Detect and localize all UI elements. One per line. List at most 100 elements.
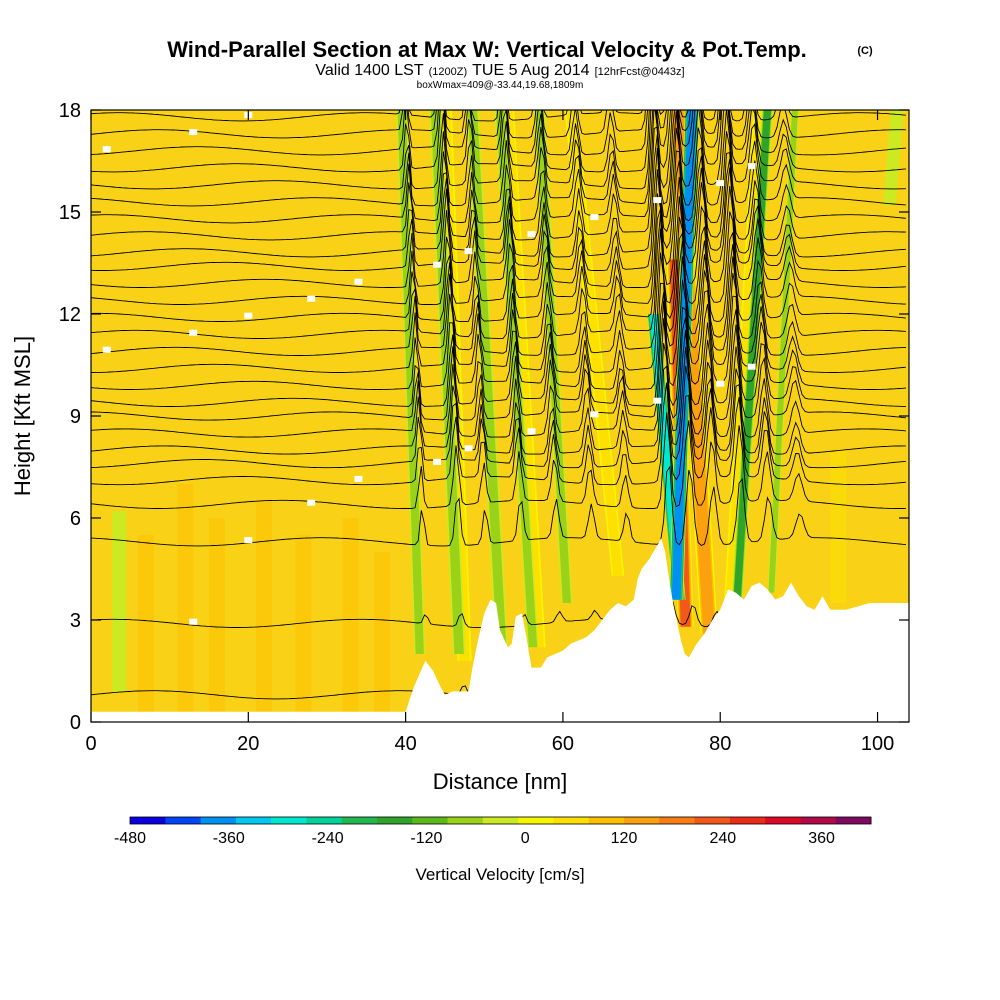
downdraft-band <box>114 511 125 692</box>
theta-contour-line <box>91 169 906 288</box>
y-tick-label: 9 <box>70 406 81 428</box>
theta-contour-line <box>91 110 906 173</box>
y-tick-label: 12 <box>59 304 81 326</box>
contour-label-box <box>244 537 253 544</box>
box-wmax-info: boxWmax=409@-33.44,19.68,1809m <box>417 80 584 91</box>
weak-updraft-streak <box>208 518 225 712</box>
contour-label-box <box>527 231 536 238</box>
colorbar-tick-label: 120 <box>611 830 638 847</box>
theta-contour-line <box>91 252 906 373</box>
colorbar-swatch <box>659 817 696 824</box>
x-tick-label: 80 <box>709 733 731 755</box>
colorbar-swatch <box>482 817 519 824</box>
theta-contour-line <box>91 228 906 356</box>
chart-title: Wind-Parallel Section at Max W: Vertical… <box>167 37 807 62</box>
x-tick-label: 60 <box>552 733 574 755</box>
theta-contour-line <box>91 300 906 421</box>
contour-label-box <box>527 428 536 435</box>
valid-main: Valid 1400 LST <box>315 62 423 79</box>
valid-fcst: [12hrFcst@0443z] <box>595 66 685 78</box>
colorbar-swatch <box>694 817 731 824</box>
x-tick-label: 40 <box>394 733 416 755</box>
colorbar-tick-label: 240 <box>709 830 736 847</box>
contour-label-box <box>307 499 316 506</box>
theta-contour-line <box>91 126 906 241</box>
contour-label-box <box>716 380 725 387</box>
weak-updraft-streak <box>830 450 847 603</box>
colorbar-label: Vertical Velocity [cm/s] <box>415 865 584 884</box>
x-tick-label: 20 <box>237 733 259 755</box>
contour-label-box <box>189 329 198 336</box>
y-axis: 0 3 6 9 12 15 18 <box>59 100 909 734</box>
colorbar-swatch <box>235 817 272 824</box>
contour-label-box <box>433 458 442 465</box>
valid-date: TUE 5 Aug 2014 <box>472 62 590 79</box>
colorbar-swatch <box>341 817 378 824</box>
weak-updraft-streak <box>256 501 273 712</box>
downdraft-band <box>397 110 424 654</box>
x-tick-label: 100 <box>861 733 894 755</box>
weak-updraft-streak <box>374 552 391 712</box>
theta-contour-line <box>91 465 906 547</box>
contour-label-box <box>189 129 198 136</box>
contour-label-box <box>747 163 756 170</box>
colorbar-swatch <box>447 817 484 824</box>
weak-updraft-streak <box>177 484 194 712</box>
colorbar-swatch <box>271 817 307 824</box>
contour-label-box <box>244 312 253 319</box>
downdraft-band <box>884 110 902 206</box>
y-tick-label: 0 <box>70 712 81 734</box>
theta-contour-line <box>91 110 906 139</box>
colorbar-swatch <box>377 817 413 824</box>
colorbar-frame <box>129 816 872 825</box>
colorbar-tick-label: 0 <box>521 830 530 847</box>
colorbar-swatch <box>553 817 590 824</box>
weak-updraft-streak <box>342 518 359 712</box>
colorbar-tick-label: -480 <box>114 830 146 847</box>
theta-contour-line <box>91 147 906 271</box>
y-tick-label: 18 <box>59 100 81 122</box>
x-axis-label: Distance [nm] <box>433 769 568 794</box>
theta-contour-line <box>91 412 906 509</box>
theta-contour-line <box>91 110 906 156</box>
theta-contour-line <box>91 318 906 438</box>
contour-label-box <box>716 180 725 187</box>
colorbar-swatch <box>200 817 237 824</box>
theta-contour-line <box>91 382 906 486</box>
contour-label-box <box>653 197 662 204</box>
contour-label-box <box>590 411 599 418</box>
y-axis-label: Height [Kft MSL] <box>10 336 35 496</box>
contour-label-box <box>189 618 198 625</box>
contour-label-box <box>354 278 363 285</box>
x-tick-label: 0 <box>85 733 96 755</box>
colorbar-tick-label: -240 <box>312 830 344 847</box>
colorbar-swatch <box>729 817 766 824</box>
copyright-mark: (C) <box>857 45 873 57</box>
contour-label-box <box>653 397 662 404</box>
colorbar-swatch <box>518 817 554 824</box>
colorbar-swatch <box>835 817 872 824</box>
theta-contour-line <box>91 110 906 207</box>
contour-label-box <box>590 214 599 221</box>
colorbar-tick-label: -360 <box>213 830 245 847</box>
theta-contour-line <box>91 110 906 122</box>
theta-contour-line <box>91 365 906 469</box>
colorbar-swatch <box>306 817 343 824</box>
theta-contour-line <box>91 208 906 322</box>
colorbar-swatch <box>165 817 202 824</box>
contour-label-box <box>464 445 473 452</box>
contour-label-box <box>433 261 442 268</box>
contour-label-box <box>747 363 756 370</box>
terrain-mask <box>91 538 909 722</box>
updraft-band <box>566 110 623 576</box>
valid-utc: (1200Z) <box>429 66 468 78</box>
x-axis: 0 20 40 60 80 100 <box>85 110 894 755</box>
theta-contour-line <box>91 214 906 339</box>
colorbar-tick-label: 360 <box>808 830 835 847</box>
colorbar-swatch <box>624 817 660 824</box>
theta-contour-line <box>91 110 906 224</box>
colorbar-swatch <box>130 817 166 824</box>
colorbar-swatch <box>588 817 625 824</box>
colorbar-swatch <box>412 817 449 824</box>
